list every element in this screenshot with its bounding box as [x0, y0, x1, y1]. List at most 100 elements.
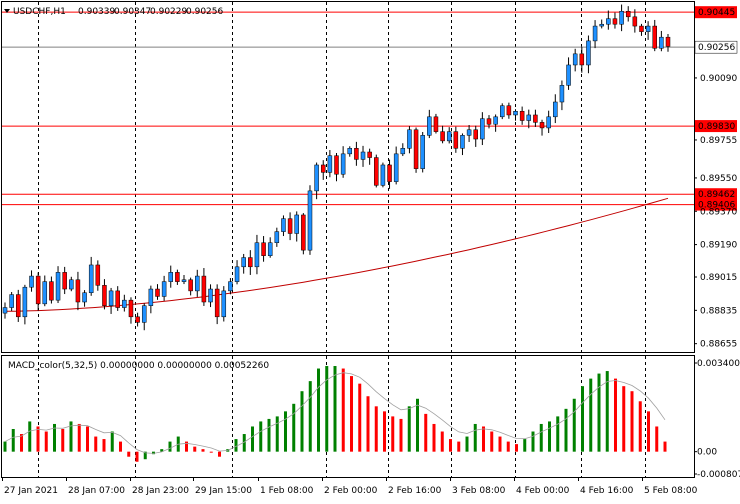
candle-body: [340, 153, 346, 175]
macd-bar: [432, 423, 436, 452]
level-price-label: 0.90256: [698, 43, 735, 53]
macd-bar: [638, 401, 642, 452]
candle-body: [175, 272, 180, 282]
macd-bar: [358, 383, 362, 452]
candle-body: [214, 288, 220, 318]
macd-bar: [185, 441, 188, 452]
candle-body: [108, 290, 114, 306]
macd-bar: [564, 408, 568, 452]
macd-bar: [498, 436, 502, 452]
candle-body: [69, 279, 74, 290]
macd-bar: [589, 378, 593, 452]
candle-body: [307, 190, 313, 251]
macd-bar: [506, 441, 510, 452]
candle-body: [75, 279, 81, 303]
macd-bar: [275, 416, 279, 452]
candle-body: [659, 36, 664, 49]
ohlc-low: 0.90229: [150, 7, 187, 17]
symbol-dropdown-icon[interactable]: [4, 9, 10, 13]
macd-bar: [605, 371, 609, 452]
macd-bar: [473, 423, 477, 452]
macd-bar: [284, 411, 287, 452]
candle-body: [274, 231, 280, 243]
time-tick-label: 4 Feb 16:00: [580, 486, 634, 496]
candle-body: [572, 53, 578, 66]
macd-bar: [374, 406, 378, 452]
candle-body: [360, 151, 366, 160]
candle-body: [586, 40, 591, 66]
candle-body: [234, 266, 240, 282]
candle-body: [267, 242, 273, 256]
macd-bar: [135, 451, 139, 462]
macd-signal-line: [4, 372, 666, 454]
macd-bar: [308, 381, 312, 452]
ohlc-high: 0.90347: [114, 7, 151, 17]
macd-bar: [457, 441, 461, 452]
level-price-tag: [695, 6, 737, 19]
indicator-panel-frame: [1, 355, 695, 478]
candle-body: [241, 257, 246, 268]
macd-bar: [61, 428, 65, 452]
macd-bar: [44, 431, 48, 452]
candle-body: [665, 36, 671, 47]
macd-bar: [94, 436, 98, 452]
candle-body: [354, 148, 359, 160]
candle-body: [433, 116, 439, 132]
candle-body: [486, 118, 492, 125]
macd-bar: [539, 423, 543, 452]
price-tick-label: 0.89015: [700, 273, 737, 283]
candle-body: [115, 290, 120, 308]
candle-body: [181, 279, 187, 282]
candle-body: [579, 53, 585, 66]
candle-body: [480, 118, 485, 140]
macd-bar: [556, 416, 560, 452]
candle-body: [526, 114, 532, 121]
candle-body: [228, 281, 233, 292]
candle-body: [347, 148, 353, 155]
candle-body: [513, 111, 518, 116]
candle-body: [592, 25, 598, 42]
candle-body: [500, 105, 505, 118]
macd-bar: [127, 451, 131, 457]
candle-body: [62, 272, 67, 290]
candle-body: [374, 157, 379, 186]
candle-body: [493, 116, 498, 125]
candle-body: [652, 25, 657, 49]
price-tick-label: 0.88655: [700, 340, 737, 350]
macd-bar: [259, 421, 263, 452]
indicator-tick-label: 0.00: [697, 448, 717, 458]
macd-bar: [391, 416, 395, 452]
candle-body: [460, 135, 465, 149]
macd-bar: [317, 368, 320, 452]
candle-body: [49, 281, 54, 301]
price-tick-label: 0.89755: [700, 136, 737, 146]
time-tick-label: 1 Feb 08:00: [260, 486, 314, 496]
macd-bar: [333, 366, 337, 452]
time-tick-label: 28 Jan 23:00: [132, 486, 189, 496]
price-axis: 0.90090 0.89755 0.89550 0.89370 0.89190 0.890…: [694, 74, 737, 350]
macd-bar: [440, 431, 444, 452]
macd-bar: [193, 446, 197, 452]
candle-body: [506, 105, 512, 116]
macd-bar: [655, 426, 659, 452]
macd-bar: [424, 413, 428, 452]
time-tick-label: 29 Jan 15:00: [195, 486, 252, 496]
candle-body: [128, 299, 134, 318]
macd-bar: [663, 441, 667, 452]
level-price-tag: [695, 188, 737, 201]
macd-bar: [647, 411, 650, 452]
macd-bar: [531, 431, 535, 452]
macd-bar: [449, 439, 452, 452]
time-tick-label: 2 Feb 16:00: [388, 486, 442, 496]
candle-body: [155, 288, 160, 297]
level-price-tag: [695, 120, 737, 133]
candle-body: [334, 155, 339, 175]
candle-body: [387, 164, 392, 182]
macd-histogram: [3, 366, 667, 462]
candle-body: [141, 305, 147, 323]
candle-body: [2, 307, 8, 314]
level-price-label: 0.89830: [698, 122, 735, 132]
macd-bar: [399, 418, 403, 452]
